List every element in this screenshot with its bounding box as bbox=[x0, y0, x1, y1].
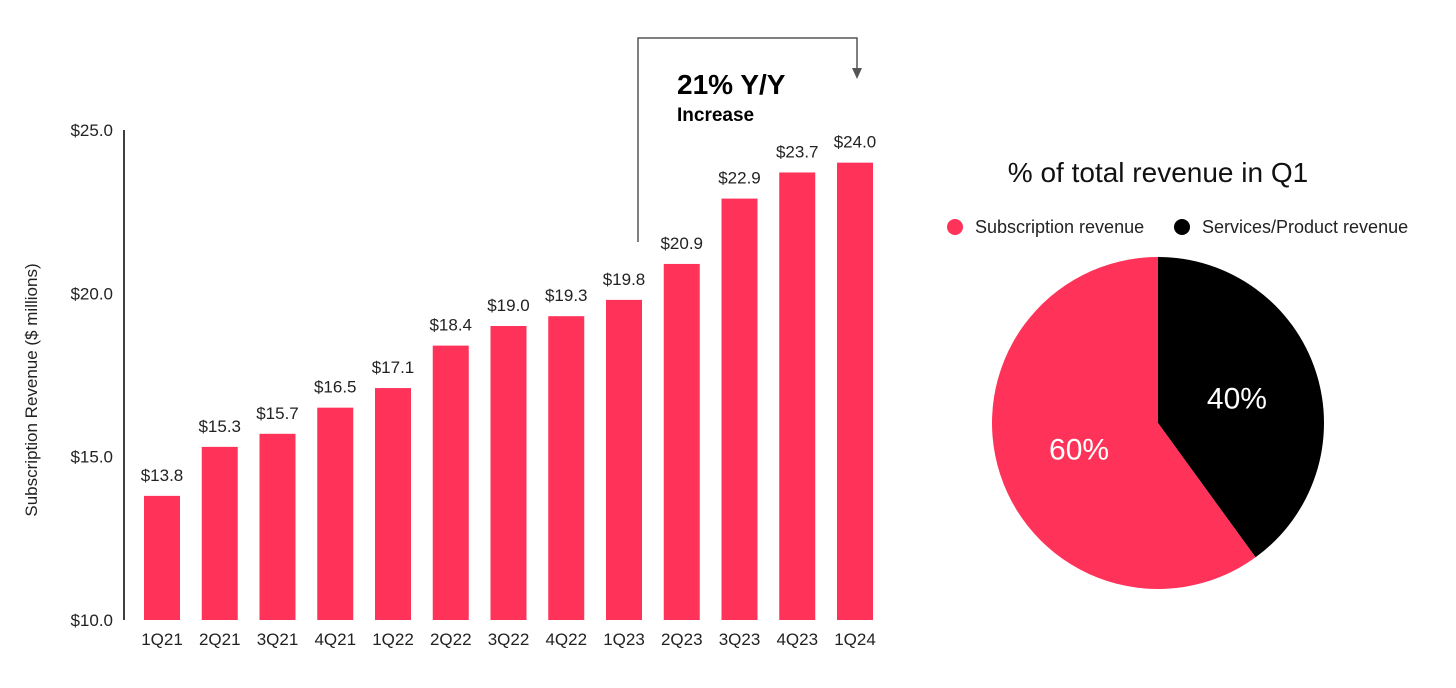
y-tick-label: $25.0 bbox=[70, 121, 113, 140]
x-tick-label: 1Q22 bbox=[372, 630, 414, 649]
bar-value-label: $19.3 bbox=[545, 286, 588, 305]
pie-title: % of total revenue in Q1 bbox=[1008, 157, 1308, 188]
pie-slices: 60% 40% bbox=[992, 257, 1324, 590]
bar-value-label: $15.3 bbox=[198, 417, 241, 436]
bar-value-label: $19.0 bbox=[487, 296, 530, 315]
bar-value-label: $22.9 bbox=[718, 169, 761, 188]
bar-4q22 bbox=[548, 316, 585, 620]
pie-slice-subscription bbox=[992, 257, 1256, 590]
legend-swatch bbox=[1174, 219, 1190, 235]
bar-3q23 bbox=[721, 198, 758, 620]
pie-label-subscription: 60% bbox=[1049, 434, 1109, 467]
x-tick-label: 3Q23 bbox=[719, 630, 761, 649]
bar-1q22 bbox=[375, 388, 411, 620]
x-tick-label: 2Q23 bbox=[661, 630, 703, 649]
bar-2q23 bbox=[663, 263, 700, 620]
annotation-subline: Increase bbox=[677, 105, 754, 126]
bar-3q21 bbox=[259, 433, 296, 620]
bar-4q21 bbox=[317, 407, 354, 620]
x-tick-label: 1Q24 bbox=[834, 630, 876, 649]
pie-label-services: 40% bbox=[1207, 382, 1267, 415]
annotation-bracket-arrow bbox=[637, 37, 858, 242]
bar-value-label: $15.7 bbox=[256, 404, 299, 423]
bar-value-label: $24.0 bbox=[834, 133, 877, 152]
bar-value-label: $23.7 bbox=[776, 142, 819, 161]
pie-slice-services bbox=[1158, 257, 1324, 558]
bar-1q24 bbox=[837, 162, 873, 620]
bar-1q21 bbox=[144, 495, 180, 620]
bar-4q23 bbox=[779, 172, 816, 620]
bar-value-label: $16.5 bbox=[314, 378, 357, 397]
x-tick-label: 1Q23 bbox=[603, 630, 645, 649]
legend-swatch bbox=[947, 219, 963, 235]
y-tick-label: $20.0 bbox=[70, 284, 113, 303]
x-tick-label: 3Q21 bbox=[257, 630, 299, 649]
y-tick-label: $10.0 bbox=[70, 611, 113, 630]
bar-1q23 bbox=[606, 299, 642, 620]
bar-value-label: $19.8 bbox=[603, 270, 646, 289]
bar-value-label: $13.8 bbox=[141, 466, 184, 485]
bar-value-label: $18.4 bbox=[429, 316, 472, 335]
x-tick-label: 3Q22 bbox=[488, 630, 530, 649]
x-tick-label: 4Q23 bbox=[776, 630, 818, 649]
revenue-share-pie-chart: % of total revenue in Q1 Subscription re… bbox=[947, 157, 1408, 590]
arrowhead-icon bbox=[852, 68, 862, 79]
bar-2q22 bbox=[432, 345, 469, 620]
y-axis-title: Subscription Revenue ($ millions) bbox=[22, 263, 41, 516]
y-axis: Subscription Revenue ($ millions) $10.0 $… bbox=[22, 121, 125, 630]
x-tick-label: 4Q21 bbox=[314, 630, 356, 649]
x-tick-label: 1Q21 bbox=[141, 630, 183, 649]
x-tick-label: 2Q22 bbox=[430, 630, 472, 649]
subscription-revenue-bar-chart: Subscription Revenue ($ millions) $10.0 $… bbox=[22, 37, 877, 649]
y-tick-label: $15.0 bbox=[70, 448, 113, 467]
x-tick-label: 2Q21 bbox=[199, 630, 241, 649]
annotation-headline: 21% Y/Y bbox=[677, 69, 786, 100]
bar-3q22 bbox=[490, 326, 527, 620]
bar-value-label: $20.9 bbox=[660, 234, 703, 253]
bars: $13.8 1Q21 $15.3 2Q21 $15.7 3Q21 $16.5 4Q21 $17.… bbox=[141, 133, 877, 649]
x-tick-label: 4Q22 bbox=[545, 630, 587, 649]
bar-value-label: $17.1 bbox=[372, 358, 415, 377]
legend-label: Services/Product revenue bbox=[1202, 217, 1408, 237]
pie-legend: Subscription revenue Services/Product rev… bbox=[947, 217, 1408, 237]
yoy-annotation: 21% Y/Y Increase bbox=[637, 37, 862, 242]
legend-label: Subscription revenue bbox=[975, 217, 1144, 237]
bar-2q21 bbox=[201, 446, 238, 620]
